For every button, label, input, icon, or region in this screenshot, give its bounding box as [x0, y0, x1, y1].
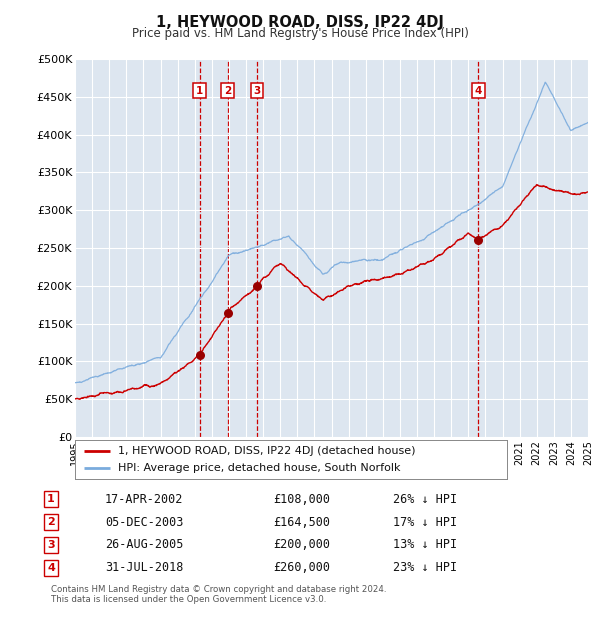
- Text: HPI: Average price, detached house, South Norfolk: HPI: Average price, detached house, Sout…: [118, 463, 401, 473]
- Text: This data is licensed under the Open Government Licence v3.0.: This data is licensed under the Open Gov…: [51, 595, 326, 604]
- Text: Contains HM Land Registry data © Crown copyright and database right 2024.: Contains HM Land Registry data © Crown c…: [51, 585, 386, 594]
- Text: 26% ↓ HPI: 26% ↓ HPI: [393, 493, 457, 505]
- Text: 2: 2: [224, 86, 231, 95]
- Text: 26-AUG-2005: 26-AUG-2005: [105, 539, 184, 551]
- Text: Price paid vs. HM Land Registry's House Price Index (HPI): Price paid vs. HM Land Registry's House …: [131, 27, 469, 40]
- Text: 3: 3: [253, 86, 261, 95]
- Text: £164,500: £164,500: [273, 516, 330, 528]
- Text: 31-JUL-2018: 31-JUL-2018: [105, 562, 184, 574]
- Text: 05-DEC-2003: 05-DEC-2003: [105, 516, 184, 528]
- Text: 1, HEYWOOD ROAD, DISS, IP22 4DJ (detached house): 1, HEYWOOD ROAD, DISS, IP22 4DJ (detache…: [118, 446, 416, 456]
- Text: 3: 3: [47, 540, 55, 550]
- Text: 17% ↓ HPI: 17% ↓ HPI: [393, 516, 457, 528]
- Text: 4: 4: [475, 86, 482, 95]
- Text: 13% ↓ HPI: 13% ↓ HPI: [393, 539, 457, 551]
- Text: 1: 1: [47, 494, 55, 504]
- Text: 23% ↓ HPI: 23% ↓ HPI: [393, 562, 457, 574]
- Text: £108,000: £108,000: [273, 493, 330, 505]
- Text: £260,000: £260,000: [273, 562, 330, 574]
- Text: 1: 1: [196, 86, 203, 95]
- Text: 17-APR-2002: 17-APR-2002: [105, 493, 184, 505]
- Text: £200,000: £200,000: [273, 539, 330, 551]
- Text: 1, HEYWOOD ROAD, DISS, IP22 4DJ: 1, HEYWOOD ROAD, DISS, IP22 4DJ: [156, 16, 444, 30]
- Text: 2: 2: [47, 517, 55, 527]
- Text: 4: 4: [47, 563, 55, 573]
